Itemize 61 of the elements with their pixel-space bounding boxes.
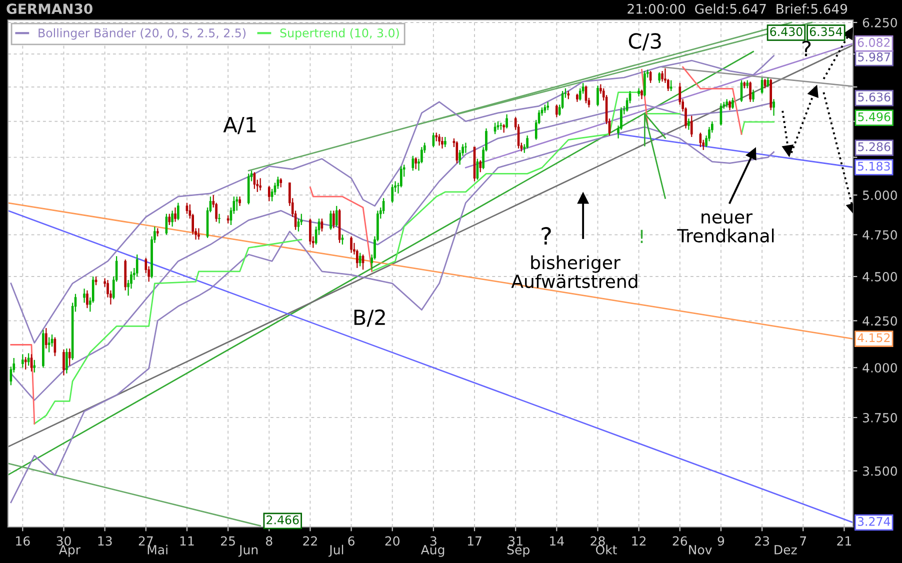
x-tick-label: 7 xyxy=(800,536,806,546)
annotation: ! xyxy=(640,230,643,243)
y-tick-label: 3.750 xyxy=(862,412,897,422)
x-tick-label: 21 xyxy=(837,536,851,546)
data-label: 5.183 xyxy=(858,162,890,171)
text: Apr xyxy=(58,545,80,557)
text: Dez xyxy=(774,545,797,554)
y-tick-label: 4.750 xyxy=(862,230,897,240)
x-tick-label: 12 xyxy=(632,536,646,546)
x-tick-label: 28 xyxy=(590,536,605,546)
x-tick-label: 27 xyxy=(138,536,153,546)
x-tick-label: 30 xyxy=(56,536,71,546)
y-tick-label: 4.500 xyxy=(862,272,897,282)
chart-subtitle: 21:00:00 Geld:5.647 Brief:5.649 xyxy=(628,4,848,14)
text: Aug xyxy=(420,545,444,557)
text: Mai xyxy=(148,544,168,554)
x-tick-label: 20 xyxy=(385,536,400,546)
annotation: ? xyxy=(542,227,551,245)
data-label: 4.152 xyxy=(858,333,890,342)
x-tick-label: 8 xyxy=(266,536,272,546)
data-label: 6.082 xyxy=(858,38,890,47)
annotation: A/1 xyxy=(223,117,256,134)
text: 5.286 xyxy=(858,142,890,152)
x-tick-label: 13 xyxy=(98,536,112,546)
x-tick-label: 6 xyxy=(348,536,354,546)
text: Okt xyxy=(596,544,617,554)
x-tick-label: 25 xyxy=(221,536,235,546)
x-tick-label: 11 xyxy=(180,536,194,546)
x-tick-label: 3 xyxy=(430,536,436,546)
x-tick-label: 22 xyxy=(303,536,317,546)
text: Jun xyxy=(238,545,258,557)
legend-label: Supertrend (10, 3.0) xyxy=(280,28,399,40)
annotation: B/2 xyxy=(354,309,385,327)
text: 5.987 xyxy=(858,52,890,62)
text: Sep xyxy=(507,545,530,557)
annotation: 6.354 xyxy=(810,27,842,36)
x-tick-label: 23 xyxy=(755,536,769,546)
legend-label: Bollinger Bänder (20, 0, S, 2.5, 2.5) xyxy=(38,28,246,40)
annotation: 2.466 xyxy=(266,515,299,524)
y-tick-label: 3.500 xyxy=(862,466,897,476)
y-tick-label: 4.250 xyxy=(862,316,897,326)
annotation: bisheriger Aufwärtstrend xyxy=(511,255,638,288)
x-tick-label: 16 xyxy=(16,536,30,546)
y-tick-label: 4.000 xyxy=(862,363,897,373)
text: 5.496 xyxy=(858,112,890,122)
text: 5.636 xyxy=(858,92,890,102)
data-label: 3.274 xyxy=(858,516,890,526)
text: Nov xyxy=(689,545,712,554)
annotation: C/3 xyxy=(628,33,661,50)
x-tick-label: 14 xyxy=(550,536,564,546)
y-tick-label: 5.000 xyxy=(862,190,897,200)
annotation: ? xyxy=(802,40,811,56)
text: Jul xyxy=(328,544,344,557)
chart-title: GERMAN30 xyxy=(6,4,92,14)
x-tick-label: 17 xyxy=(468,536,482,546)
x-tick-label: 26 xyxy=(672,536,688,546)
y-tick-label: 6.250 xyxy=(862,18,897,28)
annotation: neuer Trendkanal xyxy=(677,213,774,243)
x-tick-label: 9 xyxy=(718,536,724,546)
x-tick-label: 31 xyxy=(508,536,522,546)
annotation: 6.430 xyxy=(770,27,802,36)
